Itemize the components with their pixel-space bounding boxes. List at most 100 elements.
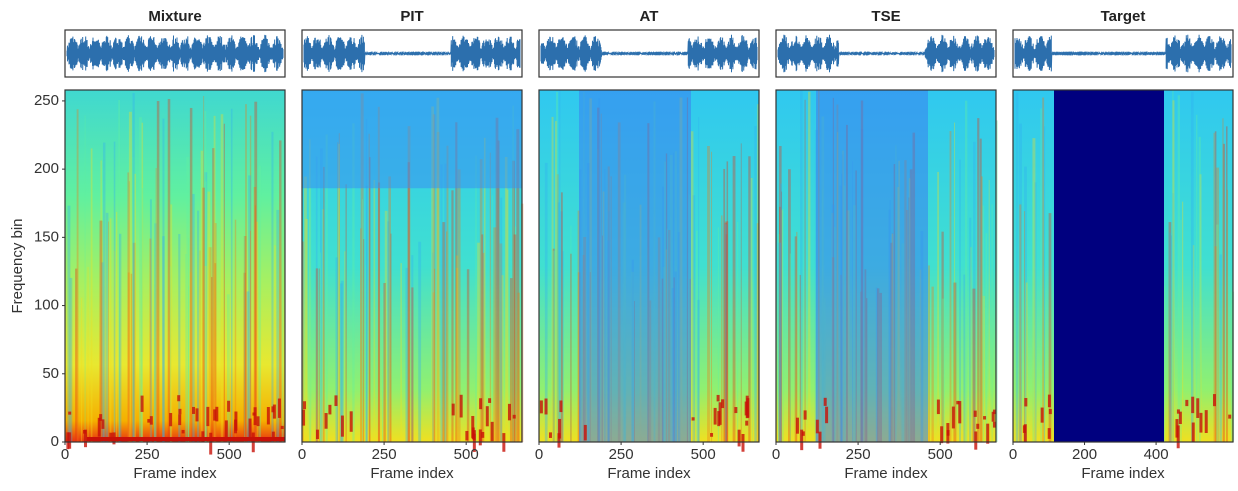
harmonic: [1185, 399, 1189, 407]
spectrogram-stripe: [204, 111, 207, 442]
spectrogram-stripe: [479, 159, 483, 442]
spectrogram-stripe: [189, 272, 192, 442]
spectrogram-stripe: [1216, 224, 1219, 442]
spectrogram-stripe: [373, 179, 376, 443]
spectrogram-stripe: [271, 131, 274, 443]
spectrogram-stripe: [732, 156, 736, 442]
spectrogram-stripe: [466, 269, 470, 442]
spectrogram-stripe: [213, 115, 216, 443]
spectrogram-stripe: [155, 168, 157, 442]
spectrogram-stripe: [748, 156, 751, 442]
spectrogram-stripe: [953, 282, 957, 442]
spectrogram-stripe: [444, 163, 447, 442]
spectrogram-stripe: [560, 192, 563, 442]
harmonic: [507, 403, 511, 421]
spectrogram-stripe: [75, 268, 78, 442]
spectrogram-stripe: [1042, 97, 1045, 443]
spectrogram-stripe: [972, 288, 976, 442]
harmonic: [66, 432, 70, 450]
harmonic: [559, 400, 563, 413]
spectrogram-stripe: [130, 273, 133, 442]
spectrogram-stripe: [118, 99, 121, 443]
spectrogram-stripe: [113, 141, 116, 442]
silent-region: [1054, 90, 1164, 442]
harmonic: [1199, 412, 1203, 433]
y-tick-label: 200: [34, 160, 59, 177]
spectrogram-stripe: [556, 174, 559, 442]
spectrogram-stripe: [723, 168, 726, 443]
spectrogram-stripe: [695, 230, 698, 442]
spectrogram-stripe: [323, 166, 325, 442]
harmonic: [340, 415, 344, 437]
spectrogram-stripe: [725, 234, 728, 442]
spectrogram-stripe: [1172, 100, 1175, 442]
spectrogram-stripe: [432, 292, 435, 442]
spectrogram-stripe: [128, 181, 130, 442]
spectrogram-stripe: [779, 146, 782, 442]
spectrogram-stripe: [1177, 95, 1180, 443]
harmonic: [140, 395, 144, 412]
spectrogram-stripe: [456, 267, 459, 442]
spectrogram-stripe: [499, 243, 503, 442]
y-tick-label: 100: [34, 297, 59, 314]
spectrogram-stripe: [212, 148, 215, 442]
spectrogram-stripe: [204, 172, 208, 442]
spectrogram-stripe: [436, 97, 440, 443]
harmonic: [459, 394, 463, 418]
harmonic: [213, 409, 217, 421]
spectrogram-stripe: [1025, 282, 1028, 442]
y-tick-label: 250: [34, 92, 59, 109]
harmonic: [465, 430, 469, 441]
spectrogram-stripe: [226, 294, 230, 442]
spectrogram-stripe: [156, 101, 160, 442]
spectrogram-stripe: [789, 253, 791, 442]
harmonic: [936, 399, 940, 415]
harmonic: [818, 431, 822, 449]
spectrogram-stripe: [407, 162, 410, 443]
spectrogram-stripe: [506, 189, 509, 442]
spectrogram-stripe: [995, 120, 998, 443]
harmonic: [1191, 396, 1195, 414]
waveform-frame: [64, 29, 286, 78]
harmonic: [195, 408, 199, 422]
spectrogram-stripe: [726, 161, 729, 443]
spectrogram-stripe: [1199, 174, 1202, 442]
spectrogram-stripe: [781, 210, 783, 442]
spectrogram-stripe: [570, 225, 572, 442]
spectrogram-stripe: [281, 229, 284, 442]
harmonic: [951, 406, 955, 429]
spectrogram-stripe: [254, 101, 258, 442]
spectrogram-stripe: [390, 233, 392, 442]
harmonic: [177, 395, 181, 402]
spectrogram-stripe: [1180, 219, 1182, 442]
harmonic: [1228, 414, 1232, 419]
spectrogram-stripe: [690, 131, 694, 443]
spectrogram-stripe: [779, 206, 782, 442]
spectrogram-stripe: [208, 247, 212, 442]
harmonic: [800, 429, 804, 451]
spectrogram-stripe: [345, 184, 347, 443]
spectrogram-stripe: [482, 252, 485, 442]
waveform: [1014, 34, 1232, 73]
spectrogram-stripe: [362, 199, 363, 442]
spectrogram-stripe: [1222, 118, 1224, 442]
spectrogram-stripe: [707, 146, 710, 442]
spectrogram-stripe: [497, 140, 500, 443]
x-tick-label: 500: [217, 446, 242, 463]
spectrogram-stripe: [339, 283, 343, 442]
spectrogram-stripe: [274, 245, 276, 442]
spectrogram-stripe: [87, 266, 89, 442]
spectrogram-stripe: [754, 125, 757, 442]
spectrogram-stripe: [1222, 143, 1226, 442]
x-tick-label: 0: [298, 446, 306, 463]
spectrogram-stripe: [140, 188, 143, 442]
spectrogram-stripe: [451, 190, 454, 442]
harmonic: [825, 406, 829, 424]
harmonic: [973, 410, 977, 417]
spectrogram-stripe: [973, 141, 976, 442]
spectrogram-stripe: [139, 117, 143, 442]
spectrogram-stripe: [162, 118, 165, 443]
y-tick-label: 150: [34, 228, 59, 245]
spectrogram-stripe: [941, 298, 945, 442]
harmonic: [83, 430, 87, 434]
